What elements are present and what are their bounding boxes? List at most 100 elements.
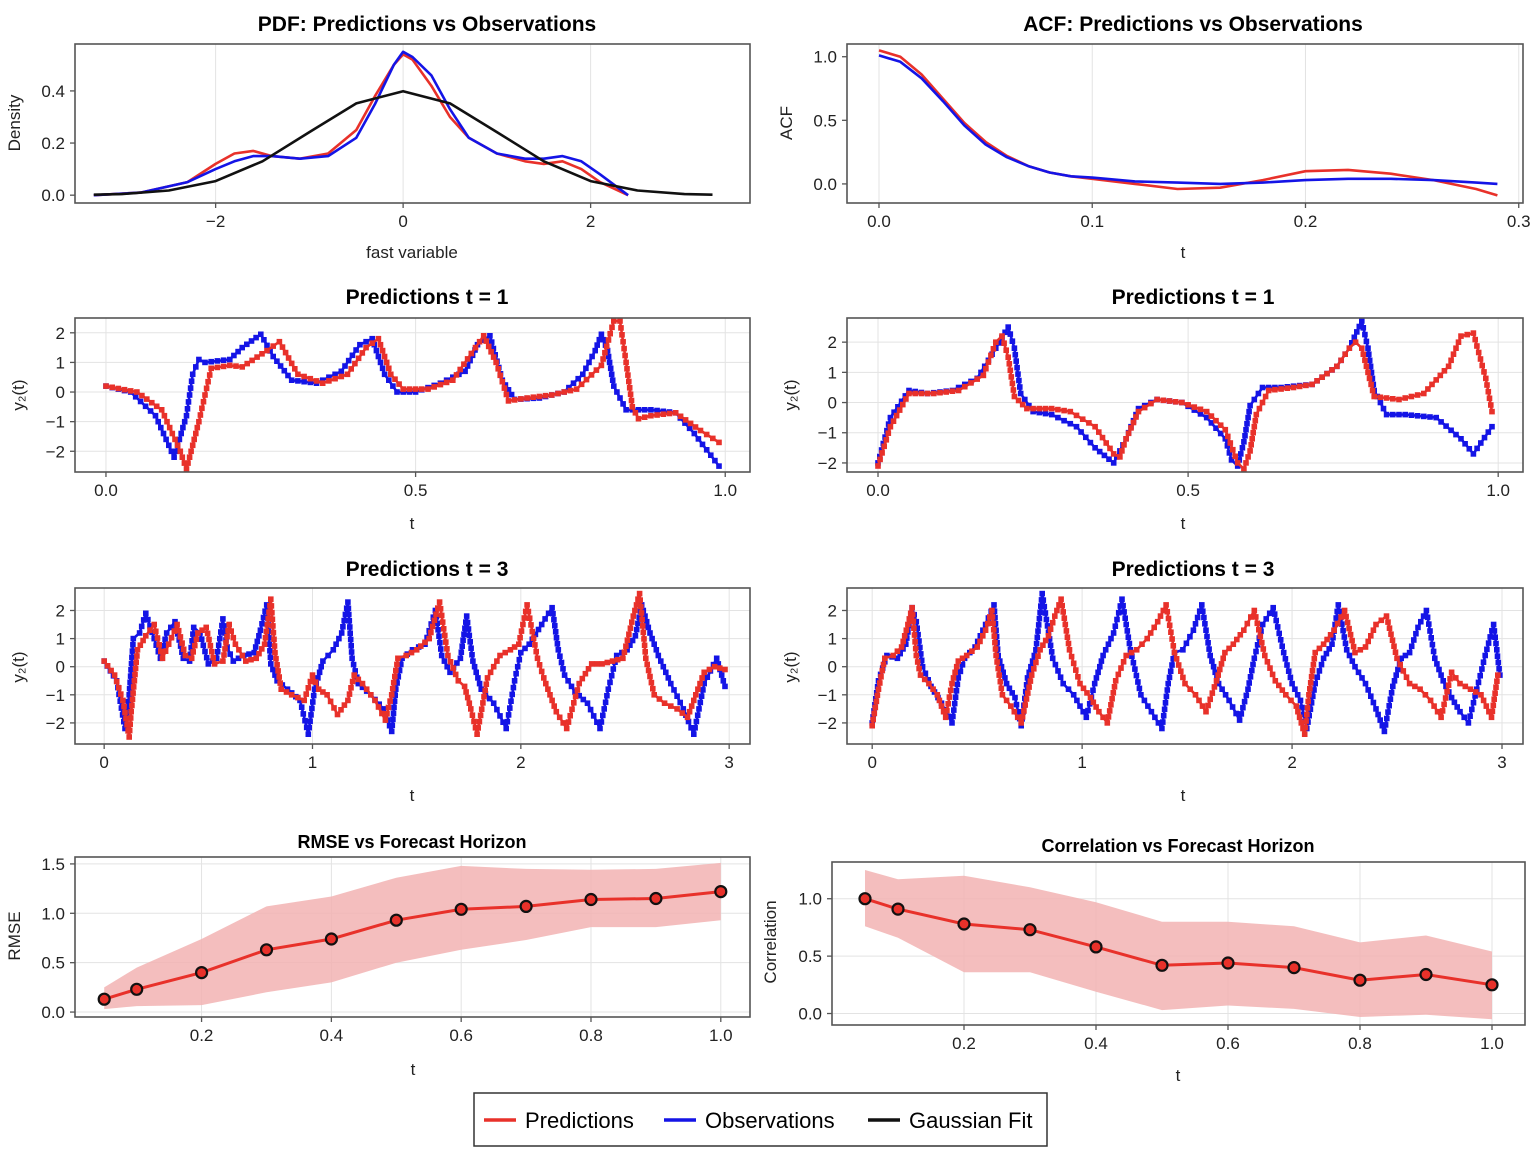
pred3-left-xtick-label: 3	[724, 753, 733, 772]
pred3-right-predictions-marker	[1025, 690, 1031, 696]
pred3-right-observations-marker	[998, 663, 1005, 670]
pred3-left-predictions-marker	[305, 685, 312, 691]
pred1-left-observations-marker	[609, 377, 616, 383]
pred1-left-observations-marker	[373, 347, 380, 354]
correlation-xlabel: t	[1176, 1066, 1181, 1085]
pred3-right-predictions-marker	[1331, 627, 1337, 633]
pred3-right-observations-marker	[1133, 672, 1140, 679]
pred3-right-observations-marker	[1124, 628, 1131, 634]
pred3-left-predictions-marker	[312, 679, 319, 685]
pred3-right-predictions-marker	[1157, 613, 1164, 619]
pred3-right-observations-marker	[1427, 628, 1433, 634]
corr-xtick-label: 0.6	[1216, 1034, 1240, 1053]
pred3-right-predictions-marker	[934, 692, 941, 698]
pred3-right-observations-marker	[1490, 621, 1497, 628]
pred3-right-predictions-marker	[1120, 659, 1127, 665]
pred3-left-observations-marker	[584, 700, 591, 706]
pred3-left-observations-marker	[218, 629, 224, 635]
pred3-left-predictions-marker	[525, 608, 532, 615]
pred3-right-observations-marker	[1292, 686, 1298, 692]
pred3-left-predictions-marker	[490, 663, 497, 670]
pred1-left-predictions-marker	[193, 430, 199, 437]
pred3-left-predictions-marker	[113, 678, 120, 685]
pred1-left-observations-marker	[699, 441, 706, 448]
pred1-left-predictions-marker	[453, 372, 460, 378]
pred1-right-predictions-marker	[1448, 357, 1454, 364]
pred1-right-predictions-marker	[1455, 339, 1462, 345]
pred1-left-predictions-marker	[518, 396, 524, 402]
pred3-right-observations-marker	[1352, 663, 1358, 670]
pred1-right-predictions-marker	[1445, 363, 1452, 370]
pred3-right-observations-marker	[1052, 661, 1059, 668]
pred3-right-observations-marker	[1314, 674, 1321, 680]
pred3-right-predictions-marker	[1320, 641, 1327, 647]
pred3-left-predictions-marker	[379, 710, 385, 717]
pred3-right-predictions-marker	[1075, 674, 1081, 680]
pred1-left-predictions-marker	[161, 412, 168, 419]
pred3-right-observations-marker	[1470, 699, 1477, 706]
pred1-left-observations-marker	[264, 342, 270, 349]
pred1-right-predictions-marker	[1007, 367, 1014, 374]
pred1-right-observations-marker	[1359, 318, 1365, 324]
pred3-right-observations-marker	[949, 720, 955, 726]
pred1-left-observations-marker	[307, 379, 314, 386]
pred3-right-predictions-marker	[894, 648, 901, 654]
pred3-left-predictions-marker	[647, 673, 653, 680]
pred3-left-predictions-marker	[408, 649, 415, 656]
pred3-left-predictions-marker	[638, 603, 644, 610]
pred3-right-predictions-marker	[1441, 701, 1447, 708]
pred1-right-predictions-marker	[1243, 460, 1249, 466]
pred3-right-predictions-marker	[1019, 714, 1026, 720]
pred1-right-predictions-marker	[1030, 405, 1036, 412]
pred1-right-predictions-marker	[1036, 405, 1043, 412]
acf-ytick-label: 0.5	[813, 111, 837, 130]
pred1-right-predictions-marker	[1371, 393, 1377, 400]
pred1-right-predictions-marker	[949, 388, 956, 394]
pred3-left-observations-marker	[437, 639, 443, 646]
pred3-right-observations-marker	[1282, 656, 1289, 662]
pred3-right-predictions-marker	[1349, 637, 1355, 644]
pred1-right-predictions-marker	[1135, 408, 1142, 415]
pred1-right-predictions-marker	[1222, 426, 1229, 433]
pred3-left-predictions-marker	[614, 656, 621, 663]
pred3-left-predictions-marker	[375, 704, 382, 710]
pred3-left-observations-marker	[649, 635, 655, 642]
pred3-right-observations-marker	[1160, 712, 1167, 719]
pred1-right-observations-marker	[1351, 334, 1358, 341]
pred3-left-predictions-marker	[225, 627, 231, 634]
pred3-left-observations-marker	[511, 678, 518, 684]
pred1-right-predictions-marker	[1383, 395, 1390, 401]
pred3-right-predictions-marker	[913, 652, 920, 659]
pred1-left-observations-marker	[183, 412, 190, 419]
pred1-right-predictions-marker	[877, 456, 883, 463]
pred3-right-observations-marker	[1055, 668, 1061, 674]
pred3-right-predictions-marker	[1068, 653, 1075, 660]
pred3-left-observations-marker	[311, 686, 318, 692]
pred3-right-predictions-marker	[926, 680, 932, 687]
pred1-right-observations-marker	[1259, 384, 1266, 391]
pred1-left-observations-marker	[390, 383, 396, 389]
pdf-xlabel: fast variable	[366, 243, 458, 262]
pred3-right-observations-marker	[1009, 690, 1015, 696]
pred3-right-observations-marker	[1015, 708, 1021, 715]
pred1-right-axes-frame	[846, 317, 1524, 473]
acf-panel: ACF: Predictions vs Observations t ACF 0…	[777, 13, 1531, 262]
pred3-left-observations-marker	[274, 678, 280, 684]
rmse-point	[97, 992, 111, 1006]
pred3-left-observations-marker	[459, 643, 465, 649]
pred1-left-predictions-marker	[344, 371, 351, 378]
pred3-left-predictions-marker	[190, 649, 196, 655]
pdf-xtick-label: 0	[398, 212, 407, 231]
pred1-left-observations-marker	[716, 463, 722, 469]
pred1-left-observations-marker	[617, 395, 623, 401]
pdf-title: PDF: Predictions vs Observations	[258, 13, 596, 36]
pred1-left-observations-marker	[235, 348, 241, 355]
pred1-left-observations-marker	[635, 407, 642, 413]
pred3-left-observations-marker	[227, 651, 233, 657]
rmse-xtick-label: 0.2	[190, 1026, 214, 1045]
pred3-left-observations-marker	[300, 711, 307, 717]
pred3-right-observations-marker	[1212, 669, 1218, 676]
pred1-right-observations-marker	[1360, 325, 1367, 331]
pred1-left-observations-marker	[660, 408, 667, 415]
pred3-right-observations-marker	[1036, 615, 1043, 622]
